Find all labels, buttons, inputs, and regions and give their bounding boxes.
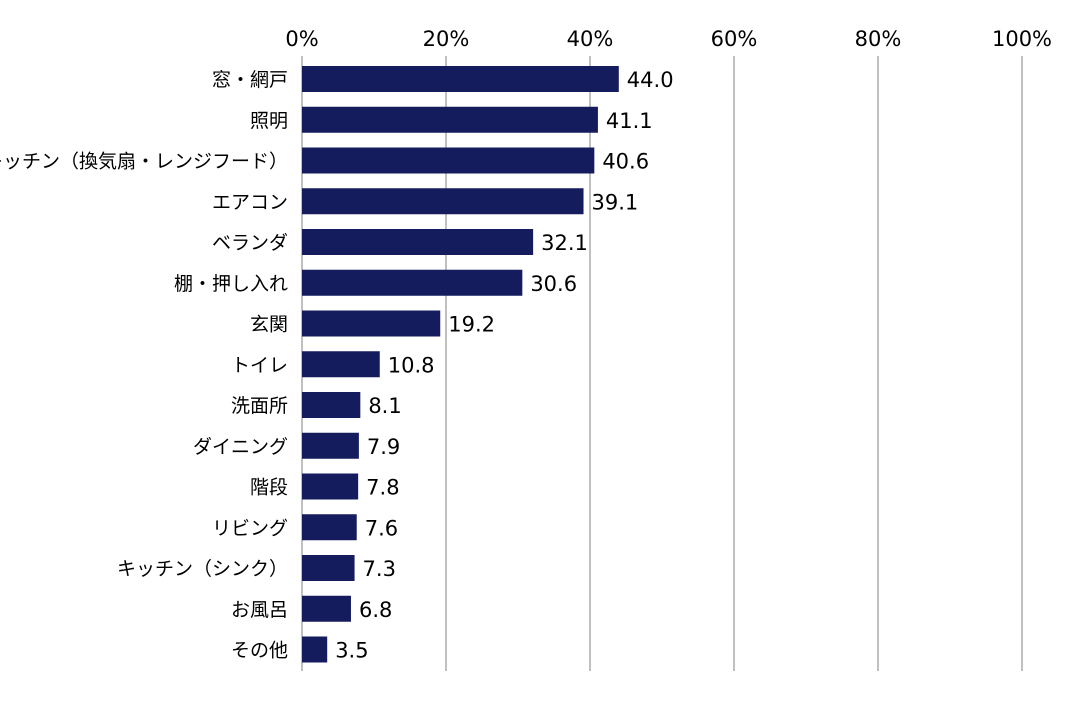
category-label-12: リビング [212, 517, 288, 539]
data-label-5: 32.1 [541, 231, 588, 255]
bars [302, 66, 619, 663]
bar-7 [302, 310, 441, 337]
bar-12 [302, 514, 357, 541]
data-label-13: 7.3 [363, 557, 396, 581]
category-label-6: 棚・押し入れ [174, 273, 288, 295]
data-label-10: 7.9 [367, 435, 400, 459]
bar-4 [302, 188, 584, 215]
category-label-1: 窓・網戸 [212, 69, 288, 91]
data-label-4: 39.1 [592, 190, 639, 214]
bar-1 [302, 66, 619, 92]
data-label-3: 40.6 [602, 150, 649, 174]
category-label-14: お風呂 [231, 599, 288, 621]
bar-6 [302, 269, 523, 296]
bar-13 [302, 555, 355, 581]
category-label-9: 洗面所 [231, 395, 288, 417]
bar-11 [302, 473, 359, 500]
x-axis-tick-labels: 0% 20% 40% 60% 80% 100% [285, 27, 1052, 51]
data-label-9: 8.1 [368, 394, 401, 418]
x-tick-label-100: 100% [992, 27, 1052, 51]
bar-14 [302, 595, 351, 622]
category-label-15: その他 [231, 640, 288, 662]
x-tick-label-20: 20% [423, 27, 470, 51]
bar-3 [302, 147, 595, 174]
category-label-10: ダイニング [193, 436, 288, 458]
category-label-8: トイレ [231, 354, 288, 376]
category-label-11: 階段 [250, 477, 288, 499]
category-label-5: ベランダ [212, 232, 288, 254]
data-label-12: 7.6 [365, 516, 398, 540]
data-label-14: 6.8 [359, 598, 392, 622]
category-label-7: 玄関 [250, 314, 288, 336]
bar-5 [302, 229, 534, 255]
data-label-6: 30.6 [530, 272, 577, 296]
x-tick-label-60: 60% [711, 27, 758, 51]
bar-10 [302, 432, 359, 459]
category-label-13: キッチン（シンク） [117, 558, 288, 580]
bar-15 [302, 636, 328, 663]
x-tick-label-80: 80% [855, 27, 902, 51]
data-label-11: 7.8 [366, 476, 399, 500]
data-label-7: 19.2 [448, 313, 495, 337]
x-tick-label-0: 0% [285, 27, 318, 51]
category-label-2: 照明 [250, 110, 288, 132]
bar-2 [302, 106, 598, 133]
data-label-8: 10.8 [388, 353, 435, 377]
data-label-15: 3.5 [335, 639, 368, 663]
category-label-3: キッチン（換気扇・レンジフード） [0, 151, 288, 173]
bar-9 [302, 392, 361, 418]
bar-8 [302, 351, 380, 378]
data-label-1: 44.0 [627, 68, 674, 92]
x-tick-label-40: 40% [567, 27, 614, 51]
data-labels: 44.0 41.1 40.6 39.132.1 30.6 19.2 10.8 8.1 7.9 7.… [335, 68, 673, 663]
category-label-4: エアコン [212, 191, 288, 213]
data-label-2: 41.1 [606, 109, 653, 133]
